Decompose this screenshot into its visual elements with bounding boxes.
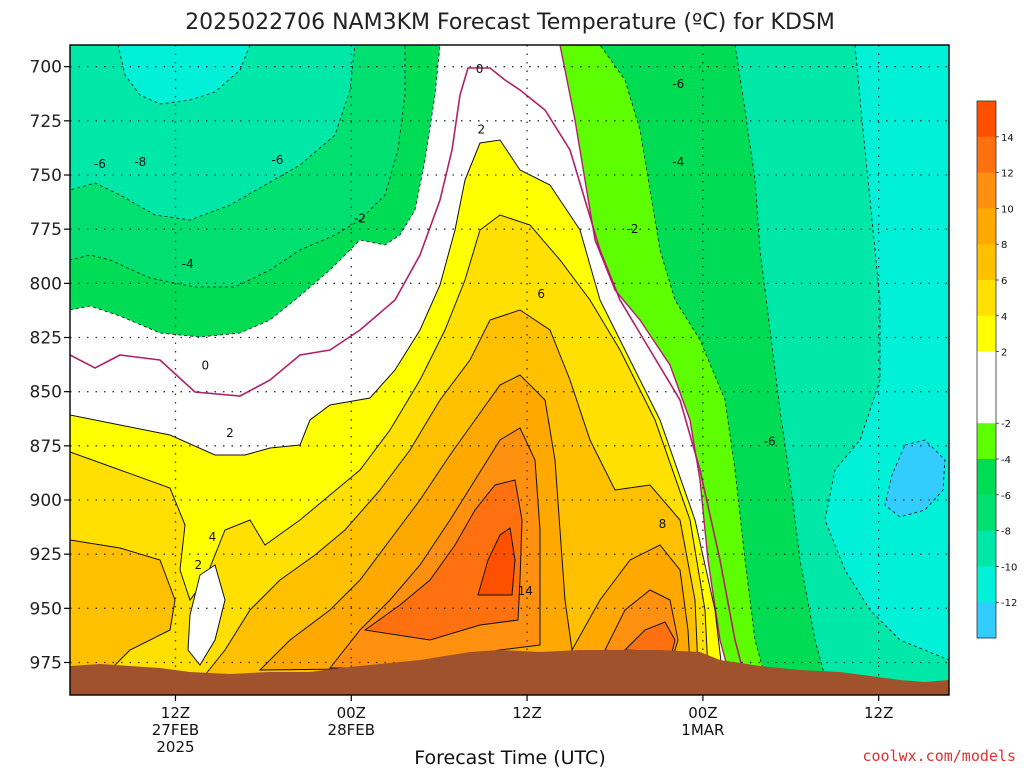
colorbar-swatch xyxy=(977,208,996,245)
contour-label: 14 xyxy=(518,584,533,598)
y-tick-label: 925 xyxy=(30,545,62,565)
contour-label: -8 xyxy=(134,155,146,169)
contour-labels: 0 2 -6 -4 -6 -8 -6 -2 -2 -4 6 0 2 -6 4 8 2 14 xyxy=(94,62,776,598)
contour-label: 2 xyxy=(195,558,203,572)
colorbar-swatch xyxy=(977,351,996,388)
colorbar-label: 14 xyxy=(1001,133,1014,144)
freezing-line xyxy=(70,67,749,691)
warm-core-14plus xyxy=(477,527,516,596)
colorbar-swatch xyxy=(977,566,996,603)
colorbar-swatch xyxy=(977,530,996,567)
y-tick-label: 850 xyxy=(30,383,62,403)
colorbar-swatch xyxy=(977,459,996,496)
colorbar-label: -8 xyxy=(1001,527,1011,538)
y-tick-label: 700 xyxy=(30,58,62,78)
x-tick-label: 27FEB xyxy=(152,721,199,739)
y-tick-label: 900 xyxy=(30,491,62,511)
contour-label: 4 xyxy=(209,530,217,544)
contour-label: -6 xyxy=(271,153,283,167)
colorbar-label: -2 xyxy=(1001,419,1011,430)
contour-label: -4 xyxy=(672,155,684,169)
contour-label: 0 xyxy=(202,359,210,373)
colorbar-label: 8 xyxy=(1001,240,1007,251)
x-tick-label: 28FEB xyxy=(328,721,375,739)
y-tick-label: 775 xyxy=(30,220,62,240)
colorbar-label: -4 xyxy=(1001,455,1011,466)
contour-label: -2 xyxy=(354,211,366,225)
x-tick-label: 00Z xyxy=(337,704,366,722)
y-tick-label: 975 xyxy=(30,654,62,674)
colorbar-swatch xyxy=(977,387,996,424)
y-tick-label: 875 xyxy=(30,437,62,457)
colorbar-label: 6 xyxy=(1001,276,1007,287)
cold-core-left xyxy=(117,45,251,105)
y-tick-label: 725 xyxy=(30,112,62,132)
colorbar-label: 12 xyxy=(1001,169,1014,180)
contour-label: 8 xyxy=(659,517,667,531)
y-tick-label: 800 xyxy=(30,274,62,294)
contour-label: -2 xyxy=(627,222,639,236)
colorbar-label: 2 xyxy=(1001,348,1007,359)
filled-contours xyxy=(70,45,949,695)
x-tick-label: 2025 xyxy=(156,738,194,756)
colorbar-swatch xyxy=(977,244,996,281)
colorbar-label: -10 xyxy=(1001,562,1017,573)
x-tick-label: 12Z xyxy=(512,704,541,722)
contour-label: 6 xyxy=(537,287,545,301)
credit-link[interactable]: coolwx.com/models xyxy=(862,747,1016,765)
colorbar-swatch xyxy=(977,315,996,353)
colorbar-frame xyxy=(976,100,997,639)
y-tick-label: 750 xyxy=(30,166,62,186)
warm-band-12to14 xyxy=(363,479,523,641)
x-tick-label: 12Z xyxy=(161,704,190,722)
y-tick-label: 950 xyxy=(30,599,62,619)
chart-title: 2025022706 NAM3KM Forecast Temperature (… xyxy=(185,10,835,35)
colorbar-swatch xyxy=(977,423,996,460)
contour-label: 2 xyxy=(478,123,486,137)
x-tick-label: 1MAR xyxy=(681,721,724,739)
plot-area: 0 2 -6 -4 -6 -8 -6 -2 -2 -4 6 0 2 -6 4 8 2 14 xyxy=(70,45,949,695)
colorbar-label: 4 xyxy=(1001,312,1007,323)
colorbar-label: 10 xyxy=(1001,204,1014,215)
colorbar-swatch xyxy=(977,172,996,209)
colorbar-swatch xyxy=(977,280,996,317)
contour-label: -6 xyxy=(764,435,776,449)
y-axis: 700 725 750 775 800 825 850 875 900 925 950 975 xyxy=(30,58,70,674)
colorbar-swatch xyxy=(977,101,996,138)
contour-label: 2 xyxy=(226,426,234,440)
colorbar-swatch xyxy=(977,494,996,532)
colorbar-swatch xyxy=(977,602,996,639)
cold-pocket-right xyxy=(884,439,946,518)
plot-frame xyxy=(69,44,950,696)
contour-label: -4 xyxy=(182,257,194,271)
white-pocket-low xyxy=(187,564,226,666)
terrain xyxy=(70,650,949,695)
y-tick-label: 825 xyxy=(30,329,62,349)
x-axis-label: Forecast Time (UTC) xyxy=(414,747,605,768)
contour-label: -6 xyxy=(672,77,684,91)
x-tick-label: 00Z xyxy=(688,704,717,722)
x-tick-label: 12Z xyxy=(864,704,893,722)
colorbar-swatch xyxy=(977,136,996,174)
contour-label: 0 xyxy=(476,62,484,76)
colorbar-label: -6 xyxy=(1001,491,1011,502)
colorbar-label: -12 xyxy=(1001,598,1017,609)
colorbar: 14 12 10 8 6 4 2 -2 -4 -6 -8 -10 -12 xyxy=(976,100,1017,639)
contour-label: -6 xyxy=(94,157,106,171)
